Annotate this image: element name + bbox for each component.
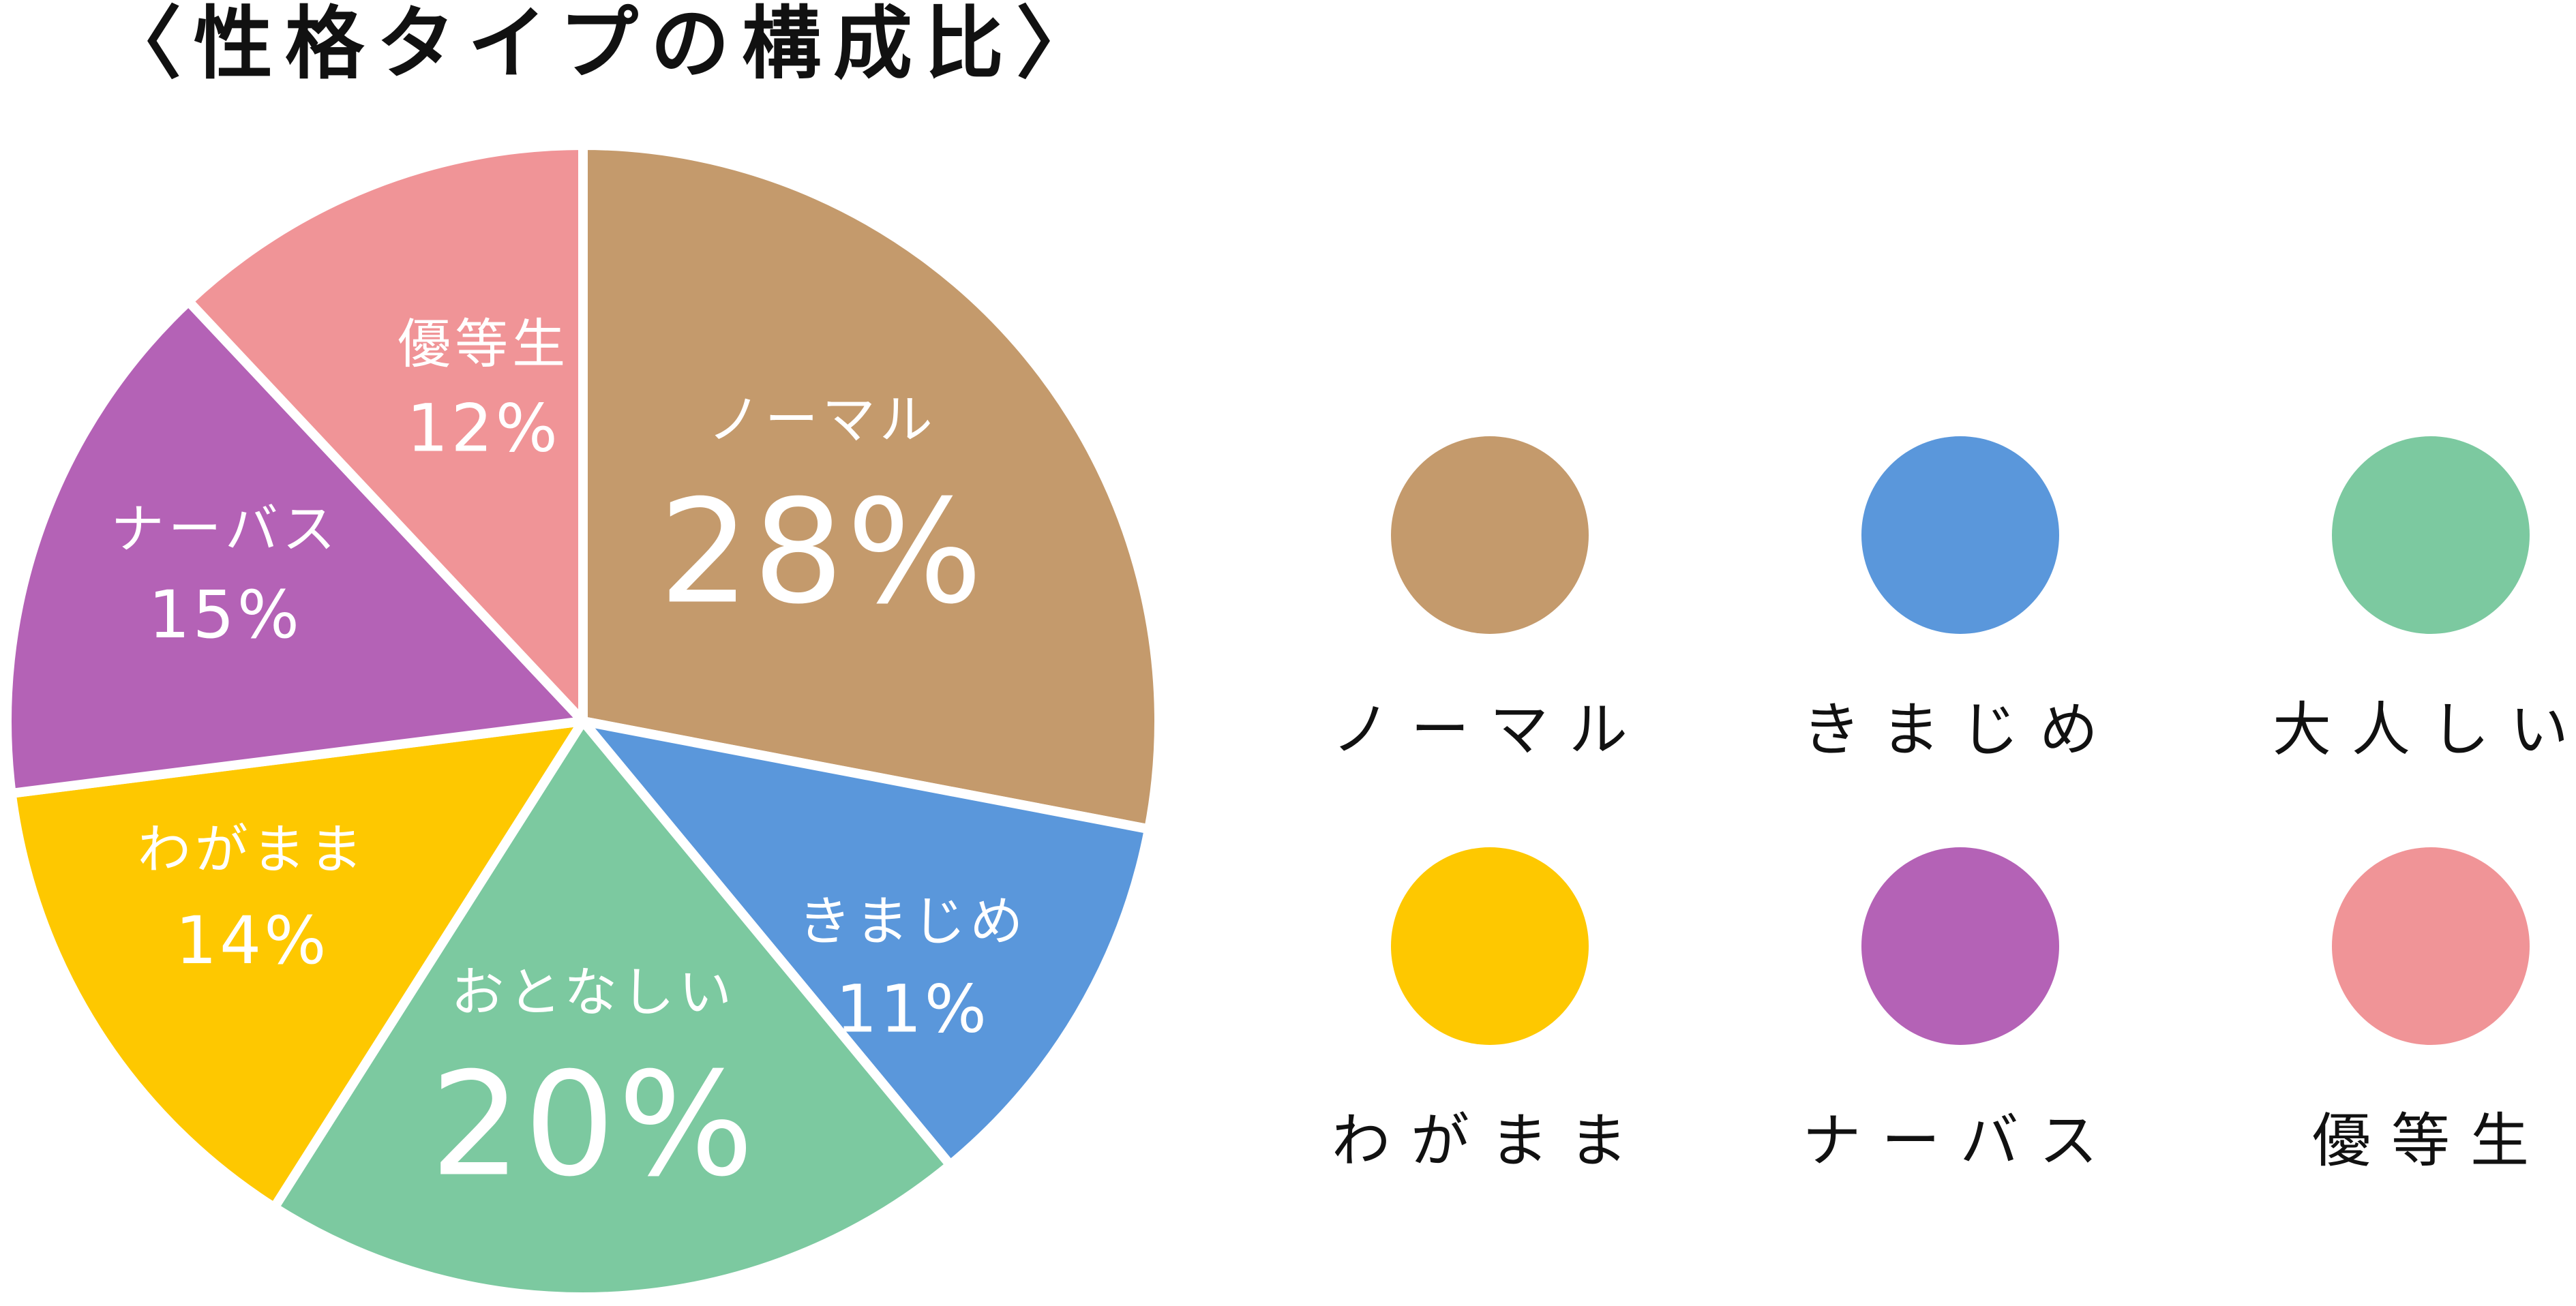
slice-name-label-otonashii: おとなしい (451, 962, 736, 1023)
legend-label-nervous: ナーバス (1802, 1107, 2118, 1175)
slice-value-label-yutousei: 12% (406, 390, 560, 466)
slice-value-label-normal: 28% (659, 469, 985, 636)
legend-swatch-wagamama (1391, 847, 1589, 1045)
slice-value-label-nervous: 15% (149, 577, 302, 653)
pie-slice-wagamama (6, 716, 588, 1213)
legend-label-otonashii: 大人しい (2273, 696, 2576, 764)
slice-value-label-majime: 11% (836, 971, 989, 1047)
legend-item-otonashii: 大人しい (2253, 436, 2576, 767)
legend-label-majime: きまじめ (1802, 696, 2118, 764)
legend-swatch-majime (1861, 436, 2059, 634)
legend-swatch-otonashii (2332, 436, 2530, 634)
legend-swatch-yutousei (2332, 847, 2530, 1045)
chart-title: 〈性格タイプの構成比〉 (102, 0, 1107, 90)
slice-value-label-wagamama: 14% (175, 902, 329, 979)
pie-slice-majime (578, 716, 1154, 1170)
pie-slice-normal (578, 140, 1164, 834)
legend-label-yutousei: 優等生 (2312, 1107, 2549, 1175)
legend-item-normal: ノーマル (1313, 436, 1667, 767)
slice-value-label-otonashii: 20% (430, 1041, 757, 1208)
pie-slice-yutousei (183, 140, 588, 726)
slice-name-label-nervous: ナーバス (111, 499, 340, 560)
legend-item-majime: きまじめ (1783, 436, 2138, 767)
legend-label-normal: ノーマル (1332, 696, 1648, 764)
slice-name-label-normal: ノーマル (708, 390, 937, 451)
legend-item-wagamama: わがまま (1313, 847, 1667, 1178)
slice-name-label-majime: きまじめ (798, 891, 1027, 952)
legend-label-wagamama: わがまま (1332, 1107, 1648, 1175)
slice-name-label-yutousei: 優等生 (398, 314, 569, 375)
slice-name-label-wagamama: わがまま (138, 819, 367, 881)
pie-slice-nervous (2, 297, 588, 798)
legend-item-yutousei: 優等生 (2253, 847, 2576, 1178)
legend-swatch-normal (1391, 436, 1589, 634)
legend-item-nervous: ナーバス (1783, 847, 2138, 1178)
legend-swatch-nervous (1861, 847, 2059, 1045)
pie-slice-otonashii (269, 716, 955, 1302)
